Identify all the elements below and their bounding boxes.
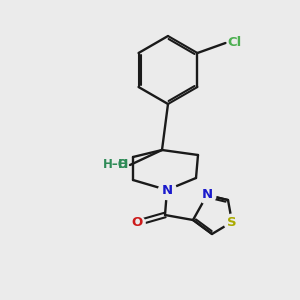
Text: Cl: Cl	[227, 37, 242, 50]
Text: N: N	[161, 184, 172, 196]
Text: N: N	[201, 188, 213, 202]
Text: S: S	[227, 215, 237, 229]
Text: H: H	[118, 158, 128, 172]
Text: O: O	[131, 217, 142, 230]
Text: H–O: H–O	[103, 158, 129, 172]
